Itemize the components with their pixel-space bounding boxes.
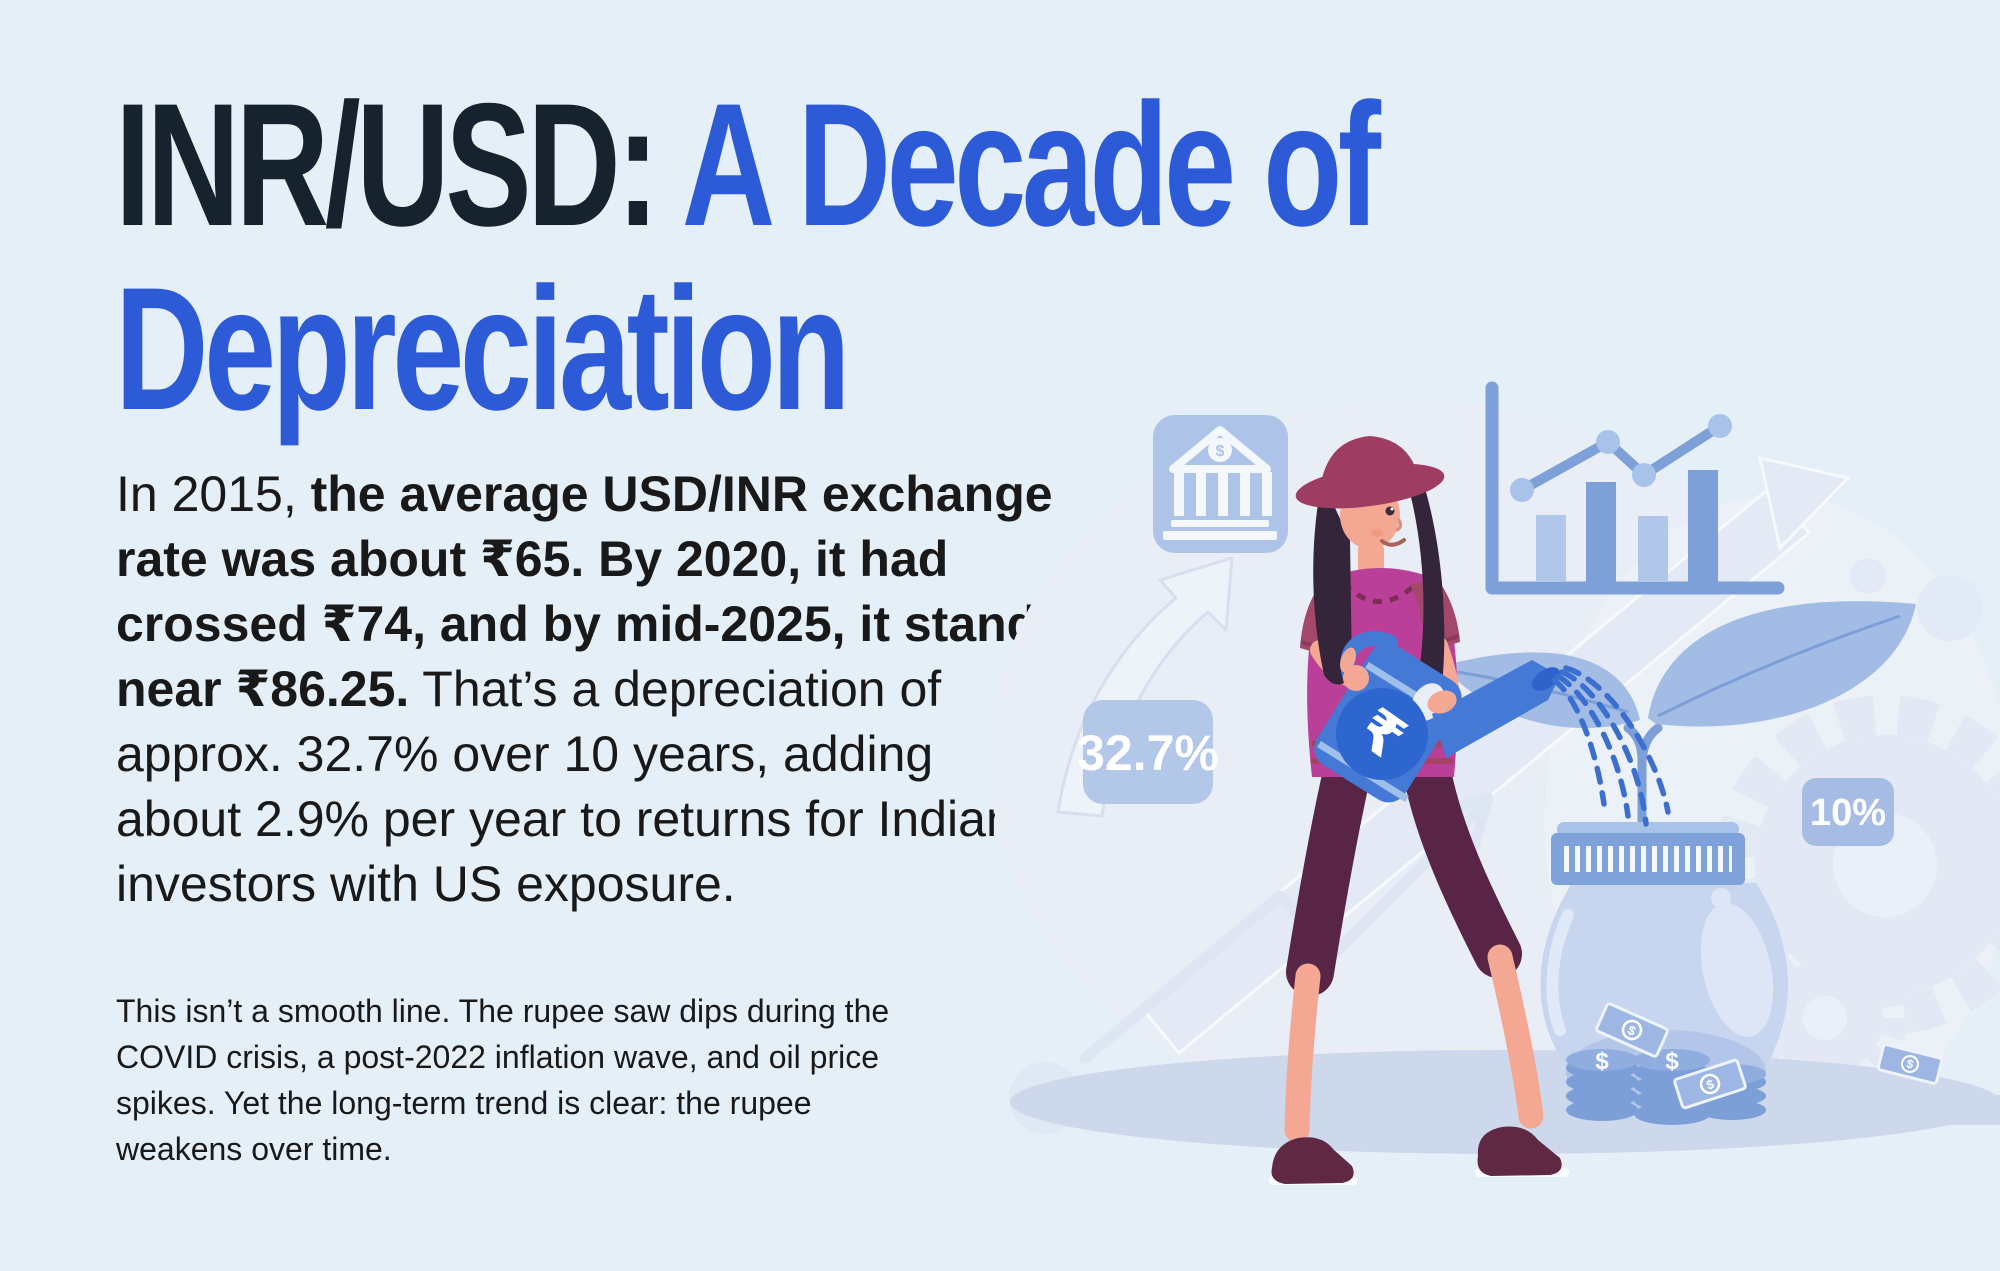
water-stream: [1551, 665, 1671, 827]
watering-can: ₹: [1314, 631, 1561, 803]
rupee-emblem: ₹: [1336, 688, 1428, 780]
lead-run-regular-2: That’s a depreciation of approx. 32.7% o…: [116, 661, 1014, 912]
growth-chart-icon: [1485, 381, 1785, 595]
secondary-paragraph: This isn’t a smooth line. The rupee saw …: [116, 993, 890, 1168]
can-spout: [1432, 660, 1560, 758]
title-blue-part-line2: Depreciation: [115, 251, 851, 447]
bank-dollar-symbol: $: [1216, 443, 1225, 460]
yearly-badge-label: 10%: [1810, 792, 1886, 834]
title-blue-part-line1: A Decade of: [681, 68, 1381, 263]
money-jar: $ $ $ $ $: [1540, 822, 1788, 1125]
bill-dollar-symbol: $: [1905, 1056, 1915, 1071]
lead-run-bold: the average USD/INR exchange rate was ab…: [116, 466, 1066, 717]
investment-growth-illustration: $ 32.7%: [990, 381, 2000, 1185]
jar-lid: [1551, 822, 1745, 885]
dollar-bill: $: [1673, 1058, 1747, 1110]
lead-run-regular-1: In 2015,: [116, 466, 311, 522]
dollar-bill: $: [1595, 1002, 1669, 1058]
bank-icon: $: [1153, 415, 1288, 553]
depreciation-badge-label: 32.7%: [1077, 725, 1219, 781]
coin-dollar-symbol: $: [1595, 1048, 1609, 1075]
depreciation-badge: 32.7%: [1077, 700, 1219, 804]
coin-dollar-symbol: $: [1665, 1048, 1679, 1075]
title-dark-part: INR/USD:: [115, 68, 659, 263]
lead-paragraph: In 2015, the average USD/INR exchange ra…: [116, 462, 1068, 917]
yearly-badge: 10%: [1802, 778, 1894, 846]
page-title: INR/USD: A Decade of Depreciation: [115, 74, 1381, 442]
dollar-bill: $: [1876, 1043, 1944, 1085]
